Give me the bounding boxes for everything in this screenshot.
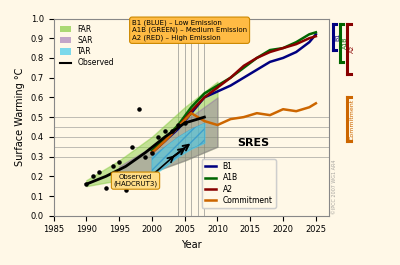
Point <box>155 135 162 139</box>
Point <box>109 164 116 169</box>
Y-axis label: Surface Warming °C: Surface Warming °C <box>15 68 25 166</box>
Text: B1: B1 <box>336 33 341 41</box>
Point <box>175 123 181 127</box>
Point <box>129 145 136 149</box>
Point <box>116 160 122 165</box>
Point <box>90 174 96 178</box>
Point <box>149 151 155 155</box>
X-axis label: Year: Year <box>181 240 202 250</box>
Point <box>182 121 188 125</box>
Text: A1B: A1B <box>343 37 348 49</box>
Text: B1 (BLUE) – Low Emission
A1B (GREEN) – Medium Emission
A2 (RED) – High Emission: B1 (BLUE) – Low Emission A1B (GREEN) – M… <box>132 20 247 41</box>
Point <box>142 154 148 159</box>
Point <box>83 182 90 186</box>
Point <box>136 107 142 111</box>
Point <box>96 170 103 174</box>
Point <box>162 129 168 133</box>
Text: Observed
(HADCRUT3): Observed (HADCRUT3) <box>114 174 158 187</box>
Point <box>122 188 129 192</box>
Point <box>103 186 109 190</box>
Text: ©IPCC 2007 WG1 AR4: ©IPCC 2007 WG1 AR4 <box>332 159 337 214</box>
Text: Commitment: Commitment <box>350 99 355 140</box>
Point <box>168 129 175 133</box>
Legend: B1, A1B, A2, Commitment: B1, A1B, A2, Commitment <box>202 159 276 208</box>
Text: A2: A2 <box>350 45 355 53</box>
Text: SRES: SRES <box>237 138 269 148</box>
